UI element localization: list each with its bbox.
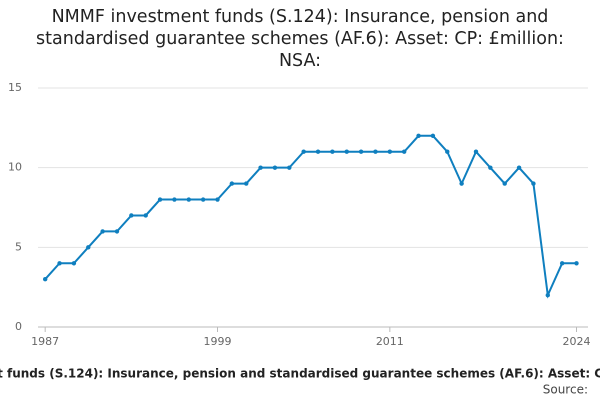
point xyxy=(459,181,464,186)
point xyxy=(531,181,536,186)
point xyxy=(114,229,120,234)
point xyxy=(57,261,62,266)
y-tick-label: 0 xyxy=(15,320,22,333)
point xyxy=(401,149,407,154)
line xyxy=(44,134,577,299)
point xyxy=(473,149,479,154)
x-tick-label: 2024 xyxy=(563,335,591,348)
point xyxy=(559,261,565,266)
y-tick-label: 15 xyxy=(8,81,22,94)
point xyxy=(488,165,493,170)
point xyxy=(287,165,292,170)
x-axis-label: NMMF investment funds (S.124): Insurance… xyxy=(0,367,600,381)
point xyxy=(344,149,349,154)
point xyxy=(315,149,321,154)
point xyxy=(100,229,105,234)
source: Source: xyxy=(543,383,588,397)
point xyxy=(42,277,48,282)
point xyxy=(186,197,191,202)
point xyxy=(545,292,550,298)
point xyxy=(71,261,77,266)
point xyxy=(301,149,306,154)
point xyxy=(215,197,220,202)
point xyxy=(86,245,91,250)
point xyxy=(516,165,522,170)
point xyxy=(330,149,335,154)
point xyxy=(502,181,507,186)
point xyxy=(430,133,436,138)
point xyxy=(358,149,364,154)
point xyxy=(172,197,177,202)
x-tick-label: 1987 xyxy=(31,335,59,348)
point xyxy=(229,181,235,186)
y-tick-label: 5 xyxy=(15,240,22,253)
point xyxy=(200,197,206,202)
point xyxy=(244,181,249,186)
y-tick-label: 10 xyxy=(8,161,22,174)
point xyxy=(416,133,421,138)
point xyxy=(373,149,378,154)
point xyxy=(129,213,134,218)
x-tick-label: 2011 xyxy=(376,335,404,348)
chart-title: NMMF investment funds (S.124): Insurance… xyxy=(36,7,564,71)
point xyxy=(387,149,393,154)
point xyxy=(143,213,148,218)
point xyxy=(445,149,450,154)
point xyxy=(258,165,263,170)
point xyxy=(574,261,579,266)
x-tick-label: 1999 xyxy=(204,335,232,348)
point xyxy=(272,165,278,170)
point xyxy=(157,197,163,202)
